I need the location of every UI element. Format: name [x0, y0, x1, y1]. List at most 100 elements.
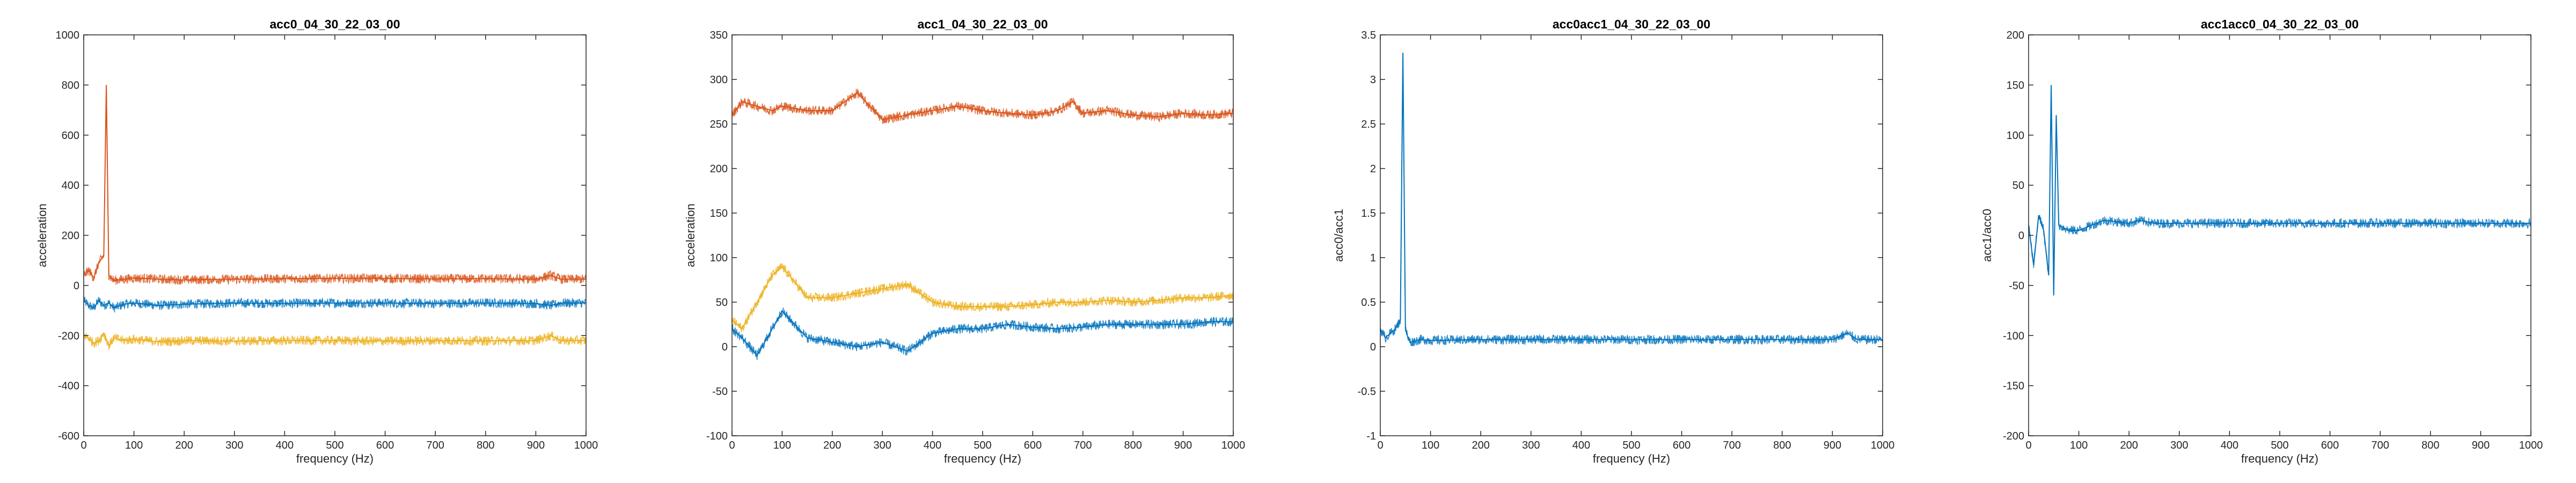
x-tick-label: 700: [427, 440, 444, 451]
chart-panel-2: 0 100 200 300 400 500 600 700 800 900 1000 -100 -50 0…: [684, 17, 1245, 465]
x-tick-label: 1000: [574, 440, 598, 451]
x-tick-label: 1000: [1871, 440, 1895, 451]
y-tick-label: 0: [1370, 341, 1376, 353]
y-tick-label: 0: [2018, 230, 2024, 242]
y-tick-label: 0.5: [1361, 297, 1376, 309]
y-tick-label: 600: [62, 130, 79, 142]
series-line-2-noise: [84, 86, 586, 286]
y-tick-label: 50: [716, 297, 728, 309]
x-tick-label: 200: [2120, 440, 2138, 451]
series-group: [1380, 53, 1883, 347]
y-tick-label: -1: [1366, 430, 1376, 442]
series-group: [2029, 85, 2531, 296]
x-tick-label: 0: [1377, 440, 1383, 451]
x-tick-label: 300: [874, 440, 891, 451]
x-tick-label: 600: [1024, 440, 1042, 451]
y-tick-label: 3.5: [1361, 30, 1376, 41]
x-tick-label: 500: [1622, 440, 1640, 451]
y-tick-label: -100: [706, 430, 728, 442]
y-tick-label: 350: [710, 30, 728, 41]
x-tick-label: 100: [125, 440, 143, 451]
series-line-1: [2029, 85, 2531, 296]
series-line-1: [732, 92, 1233, 120]
x-tick-label: 500: [974, 440, 991, 451]
y-tick-label: 100: [710, 252, 728, 264]
y-tick-label: 2.5: [1361, 119, 1376, 130]
y-tick-label: 1: [1370, 252, 1376, 264]
x-tick-label: 200: [175, 440, 193, 451]
y-tick-label: -600: [58, 430, 79, 442]
x-tick-label: 800: [1773, 440, 1791, 451]
y-tick-label: 300: [710, 74, 728, 86]
chart-panel-3: 0 100 200 300 400 500 600 700 800 900 1000 -1 -0.5 0 0…: [1332, 17, 1894, 465]
x-tick-label: 200: [823, 440, 841, 451]
y-axis-label: acceleration: [684, 203, 697, 267]
y-tick-label: -400: [58, 380, 79, 392]
y-tick-label: 400: [62, 180, 79, 192]
x-tick-label: 900: [1824, 440, 1841, 451]
axes-box: [1380, 34, 1883, 436]
x-tick-label: 400: [2221, 440, 2238, 451]
x-tick-label: 800: [2421, 440, 2439, 451]
axes-box: [731, 34, 1234, 436]
y-tick-label: 0: [722, 341, 728, 353]
chart-title: acc0_04_30_22_03_00: [269, 17, 400, 31]
chart-title: acc1acc0_04_30_22_03_00: [2201, 17, 2359, 31]
y-tick-label: 150: [2007, 79, 2024, 91]
axes-box: [83, 34, 587, 436]
x-tick-label: 900: [527, 440, 545, 451]
x-tick-label: 300: [225, 440, 243, 451]
x-tick-label: 0: [80, 440, 86, 451]
chart-title: acc1_04_30_22_03_00: [917, 17, 1048, 31]
series-group: [732, 89, 1233, 360]
series-line-1-noise: [2029, 85, 2531, 293]
series-line-1-noise: [732, 89, 1233, 124]
y-tick-label: 1000: [56, 30, 80, 41]
x-tick-label: 1000: [1221, 440, 1246, 451]
y-tick-label: -0.5: [1358, 386, 1376, 398]
x-tick-label: 600: [1673, 440, 1690, 451]
y-axis-label: acc1/acc0: [1980, 209, 1994, 262]
x-tick-label: 0: [2025, 440, 2031, 451]
y-tick-label: 200: [62, 230, 79, 242]
series-line-1: [84, 299, 586, 309]
x-tick-label: 400: [1572, 440, 1590, 451]
x-axis-label: frequency (Hz): [944, 452, 1021, 465]
y-axis-label: acceleration: [35, 203, 49, 267]
y-tick-label: 800: [62, 79, 79, 91]
series-line-1: [1380, 53, 1883, 343]
y-tick-label: -200: [58, 330, 79, 342]
y-tick-label: 3: [1370, 74, 1376, 86]
series-line-2: [732, 266, 1233, 330]
y-tick-label: -100: [2003, 330, 2024, 342]
y-tick-label: 250: [710, 119, 728, 130]
x-tick-label: 300: [2170, 440, 2188, 451]
series-line-3-noise: [732, 307, 1233, 360]
x-tick-label: 800: [1124, 440, 1142, 451]
y-tick-label: 50: [2012, 180, 2024, 192]
series-line-3: [84, 332, 586, 347]
x-tick-label: 100: [1422, 440, 1439, 451]
series-line-3: [732, 310, 1233, 357]
x-tick-label: 500: [326, 440, 343, 451]
series-group: [84, 85, 586, 350]
y-tick-label: 2: [1370, 163, 1376, 175]
y-tick-label: 200: [2007, 30, 2024, 41]
y-tick-label: -150: [2003, 380, 2024, 392]
x-tick-label: 200: [1472, 440, 1490, 451]
x-tick-label: 100: [2070, 440, 2088, 451]
y-axis-label: acc0/acc1: [1332, 209, 1345, 262]
axes-box: [2028, 34, 2531, 436]
y-tick-label: 200: [710, 163, 728, 175]
x-axis-label: frequency (Hz): [2241, 452, 2318, 465]
x-tick-label: 900: [2472, 440, 2490, 451]
y-tick-label: -50: [2009, 280, 2024, 292]
y-tick-label: 1.5: [1361, 208, 1376, 219]
x-tick-label: 0: [729, 440, 735, 451]
series-line-3-noise: [84, 331, 586, 350]
x-tick-label: 700: [2372, 440, 2389, 451]
x-tick-label: 400: [276, 440, 294, 451]
x-tick-label: 900: [1174, 440, 1192, 451]
x-tick-label: 300: [1522, 440, 1540, 451]
